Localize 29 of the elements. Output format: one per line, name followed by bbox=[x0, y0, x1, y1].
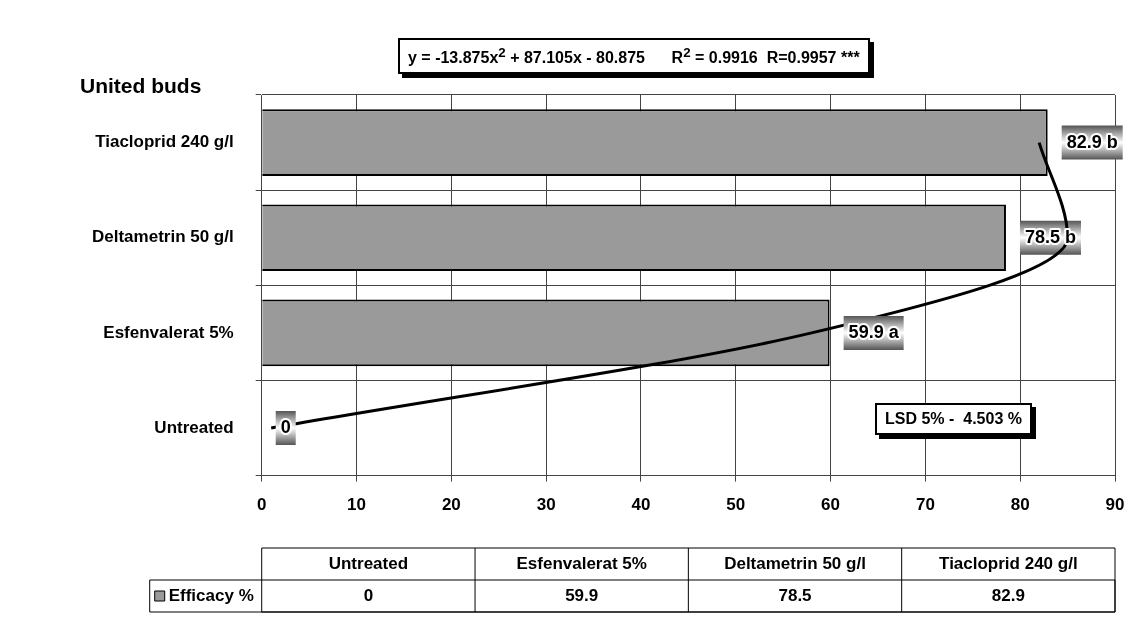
category-label: Deltametrin 50 g/l bbox=[724, 553, 866, 573]
text: 78.5 bbox=[778, 585, 812, 605]
y-tick-label: Tiacloprid 240 g/l bbox=[95, 132, 234, 152]
x-tick-label: 20 bbox=[441, 495, 461, 515]
text: y = -13.875x$^{2}$ + 87.105x - 80.875 R$^{2}$ = 0.9916 R=0.9957 *** bbox=[398, 38, 870, 75]
data-label: 59.9 a bbox=[848, 321, 900, 342]
category-label: Tiacloprid 240 g/l bbox=[939, 553, 1078, 573]
x-tick-label: 10 bbox=[347, 495, 366, 515]
x-tick-label: 80 bbox=[1010, 495, 1030, 515]
x-tick-label: 40 bbox=[631, 495, 651, 515]
category-label: Untreated bbox=[328, 553, 409, 573]
category-label: Esfenvalerat 5% bbox=[516, 553, 647, 573]
annotation: LSD 5% - 4.503 % bbox=[875, 403, 1032, 435]
chart-title: United buds bbox=[80, 74, 202, 98]
y-tick-label: Deltametrin 50 g/l bbox=[91, 227, 234, 247]
data-label: 0 bbox=[280, 416, 291, 437]
x-tick-label: 30 bbox=[536, 495, 556, 515]
legend-label: Efficacy % bbox=[168, 585, 254, 605]
text: 82.9 bbox=[991, 585, 1025, 605]
x-tick-label: 0 bbox=[256, 495, 267, 515]
x-tick-label: 60 bbox=[821, 495, 841, 515]
x-tick-label: 90 bbox=[1105, 495, 1125, 515]
text: 0 bbox=[363, 585, 374, 605]
x-tick-label: 70 bbox=[915, 495, 935, 515]
x-tick-label: 50 bbox=[726, 495, 746, 515]
text: 59.9 bbox=[565, 585, 599, 605]
data-label: 82.9 b bbox=[1066, 131, 1118, 152]
y-tick-label: Esfenvalerat 5% bbox=[103, 322, 234, 342]
y-tick-label: Untreated bbox=[154, 417, 234, 437]
